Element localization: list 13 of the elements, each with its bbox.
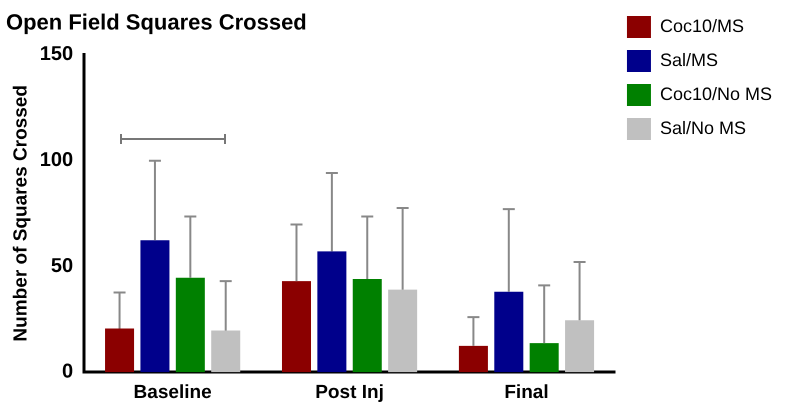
y-tick-label: 100 <box>40 148 74 171</box>
y-tick-label: 50 <box>50 254 74 277</box>
x-tick-label: Final <box>504 382 549 403</box>
legend-label: Sal/MS <box>660 50 718 70</box>
legend-label: Sal/No MS <box>660 118 746 138</box>
legend-label: Coc10/No MS <box>660 84 772 104</box>
y-axis-title: Number of Squares Crossed <box>10 85 32 342</box>
y-tick-label: 0 <box>62 360 74 383</box>
y-tick-label: 150 <box>40 42 74 65</box>
x-tick-label: Baseline <box>134 382 212 403</box>
x-tick-label: Post Inj <box>315 382 384 403</box>
chart-title: Open Field Squares Crossed <box>6 9 307 34</box>
legend-label: Coc10/MS <box>660 16 744 36</box>
